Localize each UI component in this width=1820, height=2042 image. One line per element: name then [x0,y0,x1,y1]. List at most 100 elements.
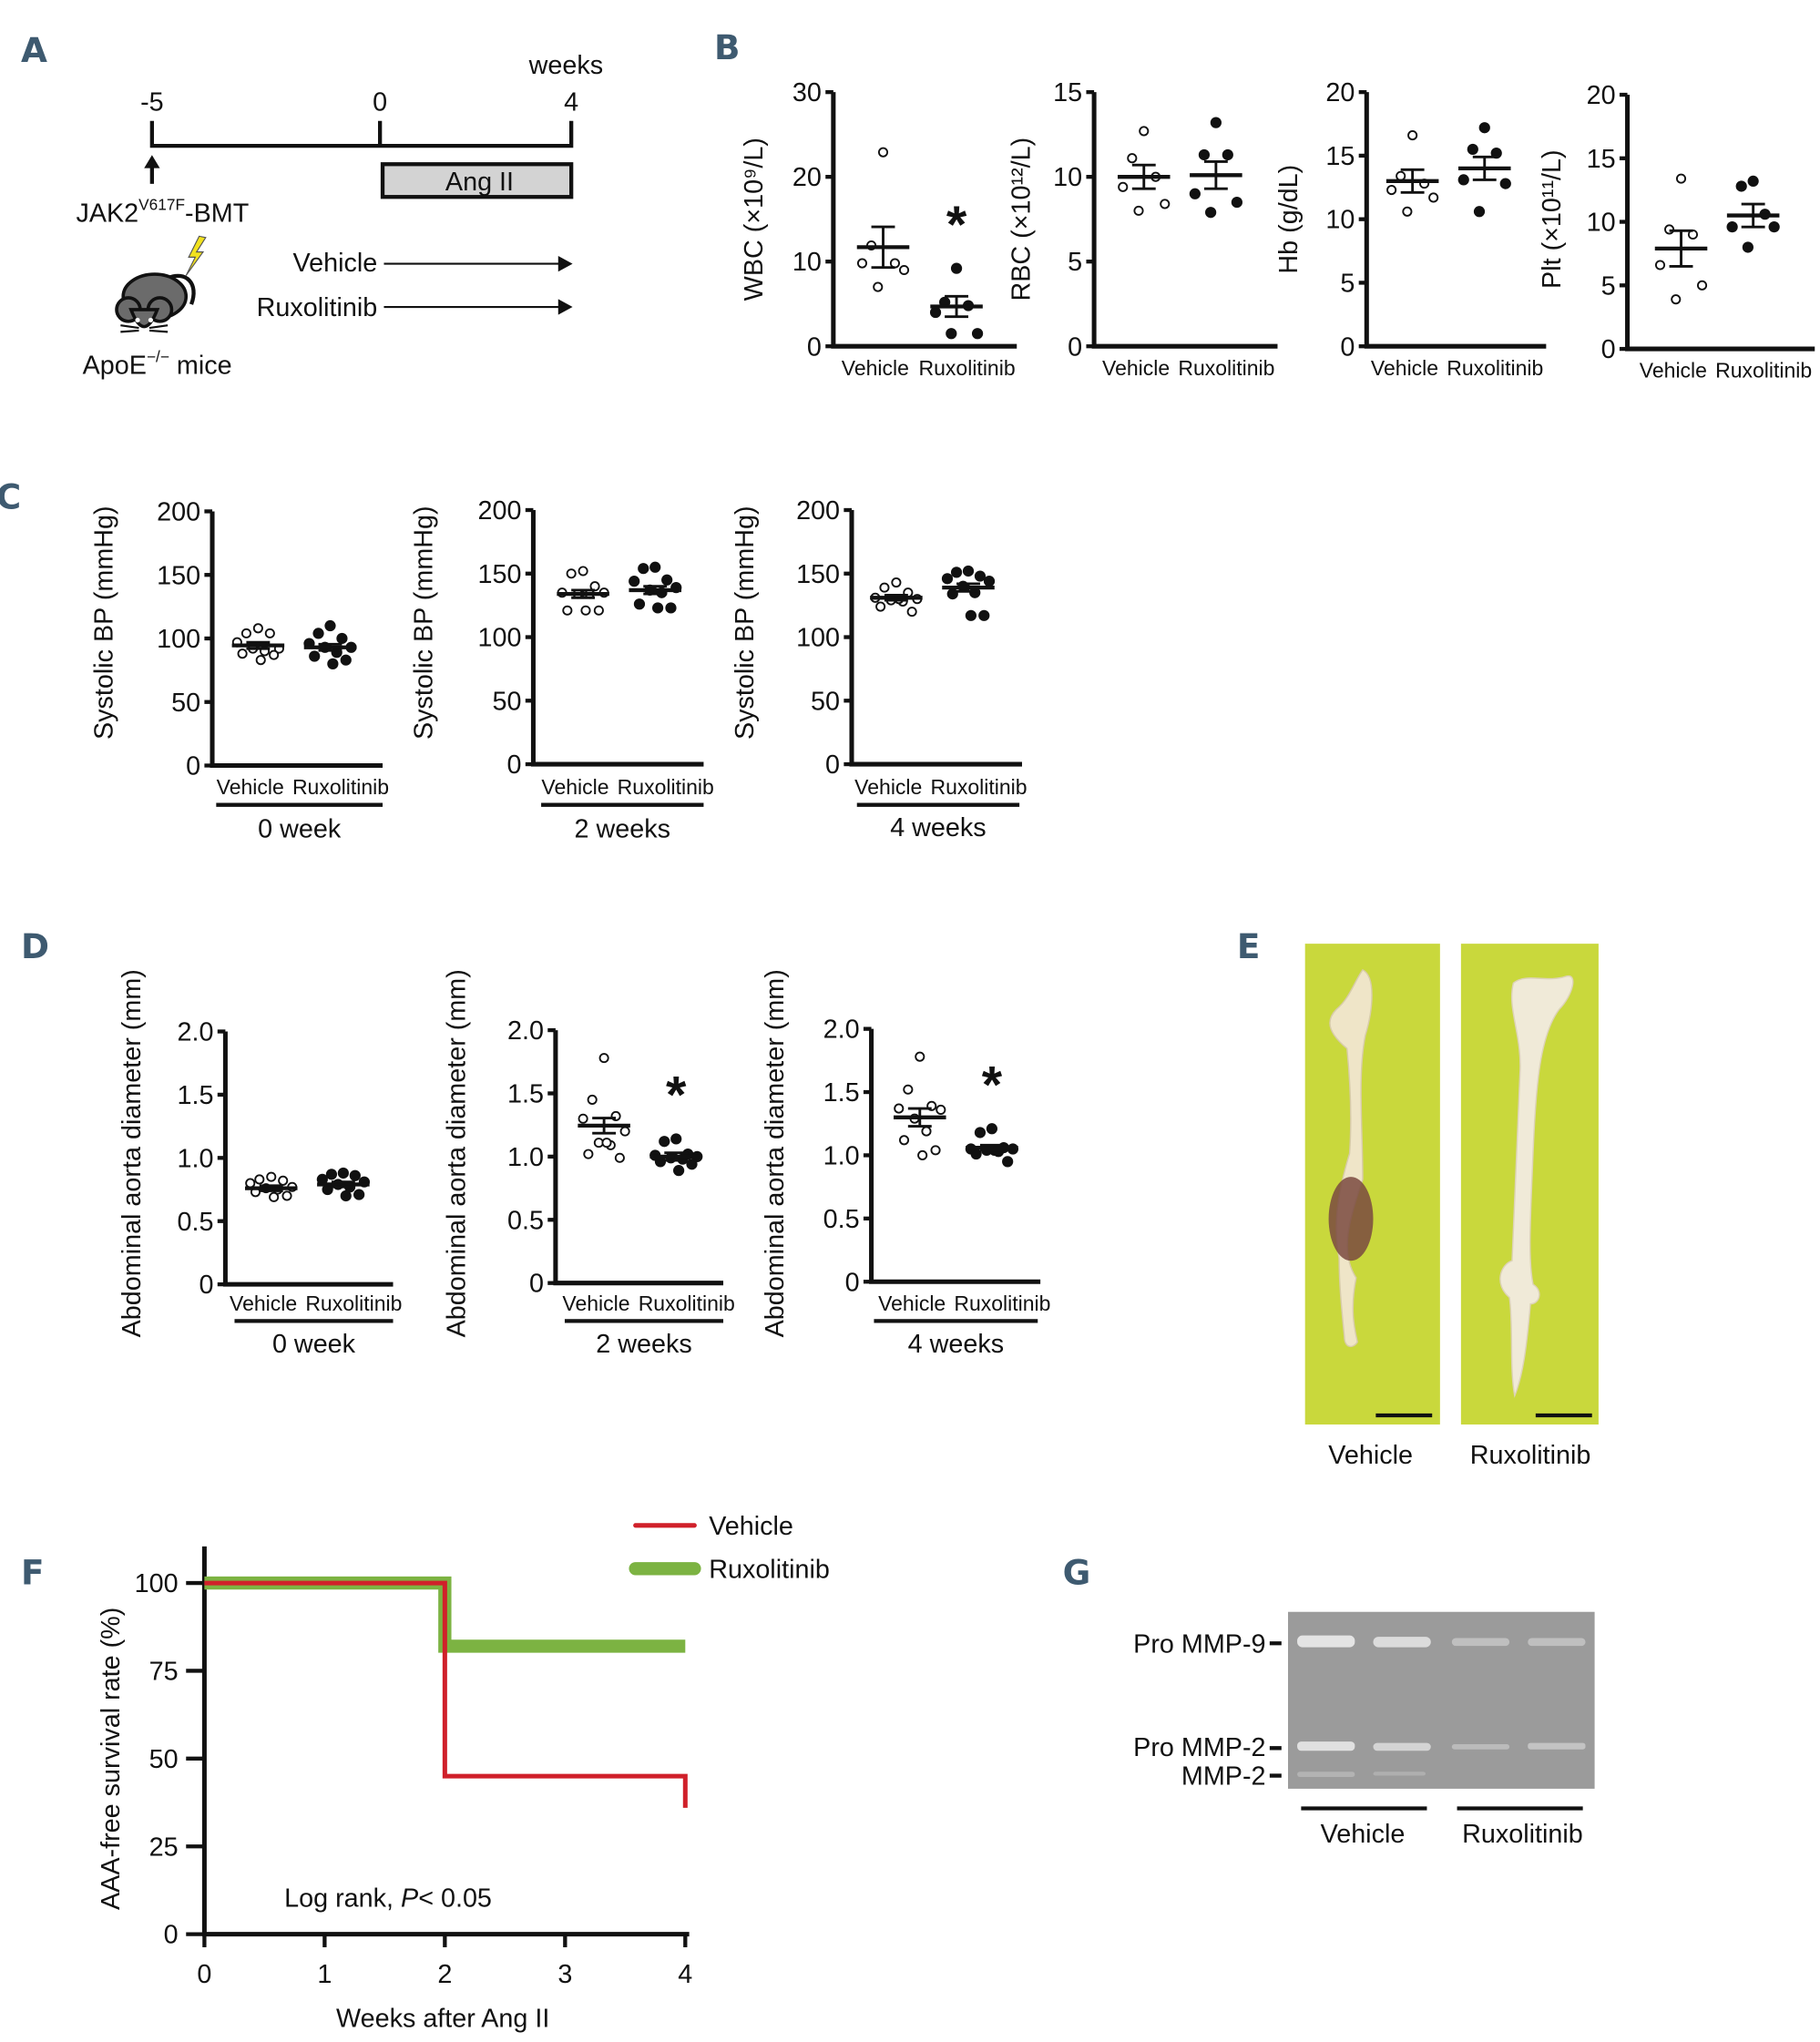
y-axis-label: Systolic BP (mmHg) [731,505,760,740]
data-point-ruxolitinib [1457,174,1469,186]
scatter-chart-c: 0 50 100 150 200 Systolic BP (mmHg) Vehicle Rux… [731,496,1027,842]
data-point-ruxolitinib [1473,206,1486,218]
scatter-chart-b: 0 5 10 15 20 Hb (g/dL) Vehicle Ruxolitinib [1274,78,1547,380]
scatter-chart-b: 0 5 10 15 20 Plt (×10¹¹/L) Vehicle Ruxolitinib [1538,81,1815,383]
vehicle-aorta-photo [1304,944,1440,1425]
data-point-vehicle [898,1135,910,1146]
photo-label-vehicle: Vehicle [1328,1441,1413,1470]
data-point-vehicle [245,1178,256,1189]
apoe-mice-label: ApoE−/− mice [83,347,232,380]
data-point-ruxolitinib [974,1127,987,1138]
y-tick-label: 1.5 [823,1078,860,1108]
y-tick-label: 0 [507,750,522,780]
category-label: Ruxolitinib [618,775,714,799]
panel-label-g: G [1063,1553,1091,1593]
y-tick-label: 20 [792,163,822,192]
y-axis-label: Abdominal aorta diameter (mm) [118,969,147,1337]
y-tick-label: 0 [529,1270,544,1299]
data-point-ruxolitinib [1742,241,1754,253]
panel-e-photos: Vehicle Ruxolitinib [1304,944,1599,1470]
band-label-mmp2: MMP-2 [1181,1762,1266,1792]
data-point-ruxolitinib [1198,148,1211,161]
jak2-label: JAK2V617F-BMT [76,196,249,229]
scatter-chart-c: 0 50 100 150 200 Systolic BP (mmHg) Vehicle Rux… [90,498,389,844]
data-point-ruxolitinib [1747,175,1759,188]
band-label-pro-mmp2: Pro MMP-2 [1133,1733,1265,1762]
arrow-up-icon [144,155,160,184]
data-point-ruxolitinib [1231,196,1243,209]
data-point-ruxolitinib [1210,117,1222,128]
scatter-chart-b: 0 5 10 15 RBC (×10¹²/L) Vehicle Ruxolitinib [1007,78,1278,380]
data-point-vehicle [898,264,910,276]
data-point-ruxolitinib [336,632,348,645]
scatter-charts: 0 10 20 30 WBC (×10⁹/L) * Vehicle Ruxolitinib 0 5… [90,78,1815,1359]
x-tick-label: 2 [437,1960,452,1989]
data-point-vehicle [879,582,890,593]
survival-chart: 0 25 50 75 100 0 1 2 3 4 Weeks after Ang II AAA-fre… [97,1512,830,2034]
category-label: Ruxolitinib [305,1292,402,1315]
scatter-chart-d: 0 0.5 1.0 1.5 2.0 Abdominal aorta diameter (m… [118,969,403,1359]
y-tick-label: 0 [199,1271,213,1300]
group-label: 4 weeks [908,1330,1004,1359]
data-point-ruxolitinib [1726,221,1738,233]
data-point-ruxolitinib [337,1167,349,1179]
data-point-vehicle [562,605,573,616]
y-tick-label: 20 [1325,78,1355,107]
axis-line [849,510,1022,767]
data-point-vehicle [601,1138,612,1149]
y-tick-label: 1.0 [507,1143,544,1172]
category-label: Ruxolitinib [930,775,1027,799]
axis-line [831,92,1017,349]
significance-asterisk: * [982,1057,1003,1115]
category-label: Vehicle [1102,356,1170,380]
gel-bands [1297,1635,1586,1777]
sem-error-bar [871,225,895,270]
data-point-ruxolitinib [324,619,336,632]
x-tick-label: 0 [197,1960,211,1989]
axis-line [1625,95,1815,352]
y-tick-label: 0 [186,752,200,781]
y-tick-label: 10 [1587,209,1616,238]
category-label: Vehicle [217,775,284,799]
y-tick-label: 20 [1587,81,1616,110]
data-point-ruxolitinib [970,1148,982,1160]
data-point-ruxolitinib [340,654,352,666]
data-point-ruxolitinib [661,574,673,586]
sem-error-bar [571,588,596,599]
sem-error-bar [643,585,668,596]
sem-error-bar [259,1184,283,1192]
data-point-vehicle [240,628,251,638]
y-tick-label: 50 [811,687,840,716]
scatter-chart-d: 0 0.5 1.0 1.5 2.0 Abdominal aorta diameter (m… [761,969,1050,1359]
data-point-vehicle [1139,126,1150,137]
sem-error-bar [907,1107,932,1128]
data-point-vehicle [278,1175,289,1186]
y-axis-label: WBC (×10⁹/L) [740,138,769,301]
y-tick-label: 50 [171,689,200,718]
y-axis-label: Plt (×10¹¹/L) [1538,149,1567,289]
ruxolitinib-arm-label: Ruxolitinib [257,293,378,322]
significance-asterisk: * [946,196,967,254]
axis-line [1364,92,1547,349]
panel-g-zymography: Pro MMP-9 Pro MMP-2 MMP-2 Vehicle Ruxoli… [1133,1611,1595,1849]
y-tick-label: 1.0 [823,1142,860,1171]
group-label: 0 week [258,815,342,844]
y-tick-label: 5 [1340,270,1355,299]
category-label: Vehicle [562,1292,629,1315]
y-tick-label: 0.5 [823,1205,860,1234]
y-tick-label: 150 [478,560,522,589]
data-point-ruxolitinib [974,570,987,582]
data-point-vehicle [578,1113,588,1124]
y-tick-label: 150 [157,561,200,590]
data-point-ruxolitinib [638,563,649,575]
data-point-vehicle [891,577,902,588]
data-point-vehicle [269,649,280,660]
sem-error-bar [1131,163,1156,190]
x-tick-label: 4 [678,1960,692,1989]
category-label: Vehicle [854,775,922,799]
data-point-ruxolitinib [950,262,963,274]
y-tick-label: 10 [792,248,822,277]
data-point-vehicle [281,1190,292,1201]
y-axis-label: Systolic BP (mmHg) [410,505,439,740]
y-tick-label: 10 [1325,206,1355,235]
